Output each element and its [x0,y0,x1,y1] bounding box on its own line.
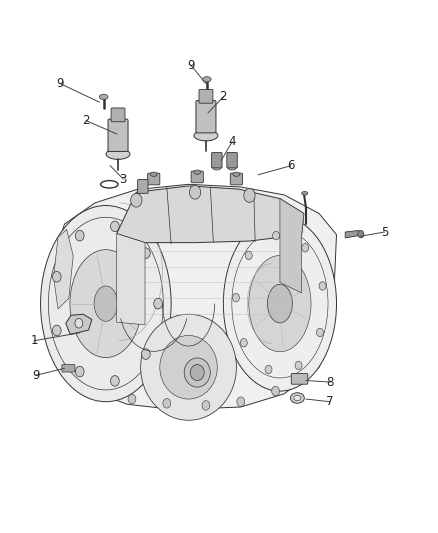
Text: 8: 8 [326,376,334,389]
Ellipse shape [94,286,117,321]
Circle shape [233,294,240,302]
Text: 9: 9 [57,77,64,90]
Ellipse shape [268,285,293,323]
Circle shape [110,221,119,232]
Polygon shape [47,184,336,410]
Text: 2: 2 [82,114,90,127]
Circle shape [110,376,119,386]
Text: 9: 9 [187,59,194,71]
Ellipse shape [160,335,217,399]
Ellipse shape [302,191,308,195]
FancyBboxPatch shape [191,171,203,183]
Circle shape [202,401,210,410]
Circle shape [244,189,255,203]
Circle shape [53,271,61,282]
Circle shape [141,349,150,359]
Polygon shape [66,314,92,334]
FancyBboxPatch shape [138,180,148,193]
Polygon shape [117,186,304,243]
Text: 9: 9 [32,369,40,382]
FancyBboxPatch shape [62,365,75,372]
Circle shape [128,394,136,404]
Text: 7: 7 [326,395,334,408]
Circle shape [141,248,150,259]
Circle shape [75,366,84,377]
Ellipse shape [212,164,222,170]
Circle shape [154,298,162,309]
Text: 1: 1 [30,334,38,347]
FancyBboxPatch shape [291,374,308,384]
Circle shape [189,185,201,199]
Circle shape [302,244,309,252]
Text: 4: 4 [228,135,236,148]
Ellipse shape [41,206,171,402]
FancyBboxPatch shape [199,90,213,103]
Circle shape [265,365,272,374]
FancyBboxPatch shape [227,152,237,168]
FancyBboxPatch shape [230,173,243,185]
Ellipse shape [202,77,211,82]
Circle shape [272,231,279,240]
Text: 3: 3 [120,173,127,185]
FancyBboxPatch shape [196,101,216,133]
Circle shape [163,399,171,408]
Circle shape [316,328,323,337]
Polygon shape [117,233,145,325]
Ellipse shape [194,170,201,174]
Circle shape [319,282,326,290]
Ellipse shape [194,130,218,141]
Circle shape [75,318,83,328]
Circle shape [53,325,61,336]
Ellipse shape [70,249,142,358]
Circle shape [272,386,279,396]
Circle shape [131,193,142,207]
Circle shape [245,251,252,260]
FancyBboxPatch shape [212,152,222,168]
Ellipse shape [184,358,210,387]
Ellipse shape [99,94,108,100]
Ellipse shape [150,172,157,176]
Ellipse shape [233,172,240,176]
Ellipse shape [249,255,311,352]
FancyBboxPatch shape [108,119,128,151]
Text: 5: 5 [381,225,388,239]
Circle shape [295,361,302,370]
FancyBboxPatch shape [148,173,160,185]
Ellipse shape [290,393,304,403]
Circle shape [237,397,245,407]
Ellipse shape [294,395,301,401]
Circle shape [240,338,247,347]
Polygon shape [53,229,73,309]
Ellipse shape [190,365,204,381]
Ellipse shape [141,314,237,420]
Text: 2: 2 [219,90,227,103]
Ellipse shape [227,164,237,170]
Polygon shape [280,199,304,293]
FancyBboxPatch shape [111,108,125,122]
Ellipse shape [223,216,336,391]
Ellipse shape [106,149,130,159]
Circle shape [75,230,84,241]
Circle shape [358,230,364,238]
Polygon shape [345,230,361,238]
Text: 6: 6 [287,159,295,172]
